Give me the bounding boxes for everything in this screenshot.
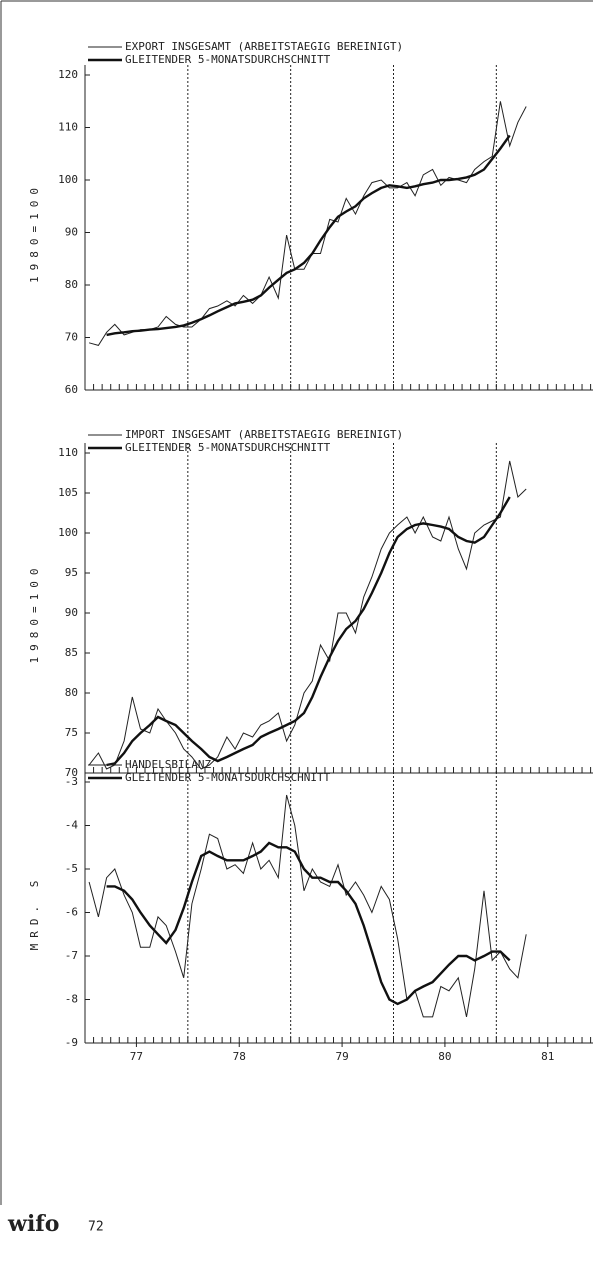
x-tick-label: 77 xyxy=(130,1050,143,1063)
y-tick-label: 80 xyxy=(65,278,78,291)
y-tick-label: 90 xyxy=(65,226,78,239)
y-tick-label: 70 xyxy=(65,766,78,779)
x-tick-label: 79 xyxy=(335,1050,348,1063)
y-tick-label: -9 xyxy=(65,1036,78,1049)
y-axis-label: 1980=100 xyxy=(28,563,41,664)
y-tick-label: 95 xyxy=(65,566,78,579)
legend-label: GLEITENDER 5-MONATSDURCHSCHNITT xyxy=(125,53,331,66)
y-axis-label: 1980=100 xyxy=(28,182,41,283)
y-tick-label: 90 xyxy=(65,606,78,619)
y-tick-label: 85 xyxy=(65,646,78,659)
x-tick-label: 78 xyxy=(233,1050,246,1063)
y-tick-label: -5 xyxy=(65,862,78,875)
y-tick-label: -4 xyxy=(65,819,79,832)
y-axis-label: MRD. S xyxy=(28,875,41,951)
legend-label: EXPORT INSGESAMT (ARBEITSTAEGIG BEREINIG… xyxy=(125,40,403,53)
y-tick-label: 60 xyxy=(65,383,78,396)
series-line xyxy=(106,134,511,337)
legend-label: IMPORT INSGESAMT (ARBEITSTAEGIG BEREINIG… xyxy=(125,428,403,441)
y-tick-label: 80 xyxy=(65,686,78,699)
series-line xyxy=(88,794,527,1018)
series-line xyxy=(88,101,527,346)
x-tick-label: 81 xyxy=(541,1050,554,1063)
x-tick-label: 80 xyxy=(438,1050,451,1063)
y-tick-label: 100 xyxy=(58,526,78,539)
legend-label: HANDELSBILANZ xyxy=(125,758,211,771)
legend-label: GLEITENDER 5-MONATSDURCHSCHNITT xyxy=(125,771,331,784)
y-tick-label: -3 xyxy=(65,775,78,788)
y-tick-label: 110 xyxy=(58,121,78,134)
legend-label: GLEITENDER 5-MONATSDURCHSCHNITT xyxy=(125,441,331,454)
y-tick-label: 105 xyxy=(58,486,78,499)
y-tick-label: 120 xyxy=(58,68,78,81)
logo: wifo xyxy=(7,1211,59,1237)
y-tick-label: 110 xyxy=(58,446,78,459)
y-tick-label: 70 xyxy=(65,331,78,344)
page-number: 72 xyxy=(88,1220,104,1235)
series-line xyxy=(106,841,511,1006)
series-line xyxy=(106,496,511,767)
series-line xyxy=(88,460,527,770)
y-tick-label: -7 xyxy=(65,949,78,962)
y-tick-label: 75 xyxy=(65,726,78,739)
y-tick-label: -8 xyxy=(65,993,78,1006)
y-tick-label: 100 xyxy=(58,173,78,186)
y-tick-label: -6 xyxy=(65,906,78,919)
